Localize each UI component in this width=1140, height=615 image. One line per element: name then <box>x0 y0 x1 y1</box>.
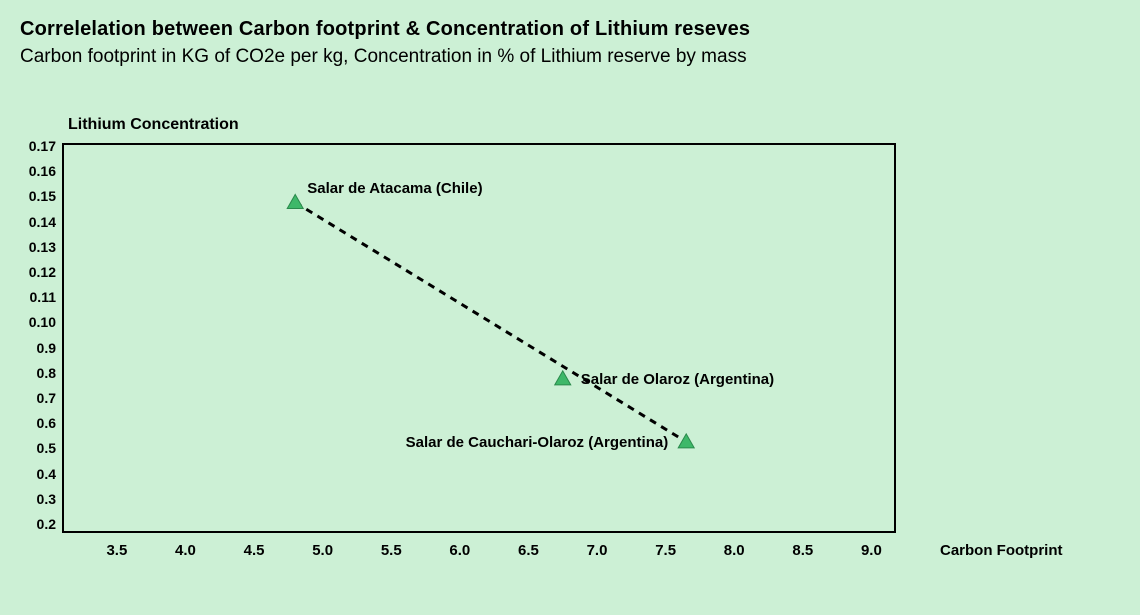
y-tick-label: 0.2 <box>12 516 56 532</box>
y-axis-title: Lithium Concentration <box>68 116 239 134</box>
x-axis-title: Carbon Footprint <box>940 542 1062 559</box>
y-tick-label: 0.10 <box>12 314 56 330</box>
x-tick-label: 5.5 <box>371 542 411 559</box>
data-point-label: Salar de Olaroz (Argentina) <box>581 371 774 388</box>
x-tick-label: 8.5 <box>783 542 823 559</box>
y-tick-label: 0.17 <box>12 138 56 154</box>
y-tick-label: 0.15 <box>12 188 56 204</box>
x-tick-label: 5.0 <box>303 542 343 559</box>
x-tick-label: 9.0 <box>851 542 891 559</box>
x-tick-label: 6.5 <box>508 542 548 559</box>
x-tick-label: 7.5 <box>646 542 686 559</box>
y-tick-label: 0.9 <box>12 340 56 356</box>
data-point-marker <box>555 371 571 385</box>
chart-title: Correlelation between Carbon footprint &… <box>20 18 750 41</box>
x-tick-label: 3.5 <box>97 542 137 559</box>
y-tick-label: 0.6 <box>12 415 56 431</box>
y-tick-label: 0.13 <box>12 239 56 255</box>
y-tick-label: 0.3 <box>12 491 56 507</box>
chart-subtitle: Carbon footprint in KG of CO2e per kg, C… <box>20 46 747 68</box>
trend-line <box>295 202 686 441</box>
x-tick-label: 7.0 <box>577 542 617 559</box>
data-point-label: Salar de Atacama (Chile) <box>307 180 482 197</box>
chart-svg-layer <box>62 143 892 529</box>
y-tick-label: 0.16 <box>12 163 56 179</box>
y-tick-label: 0.11 <box>12 289 56 305</box>
x-tick-label: 4.0 <box>165 542 205 559</box>
y-tick-label: 0.4 <box>12 466 56 482</box>
data-point-label: Salar de Cauchari-Olaroz (Argentina) <box>0 434 668 451</box>
x-tick-label: 8.0 <box>714 542 754 559</box>
y-tick-label: 0.7 <box>12 390 56 406</box>
x-tick-label: 6.0 <box>440 542 480 559</box>
data-point-marker <box>678 434 694 448</box>
data-point-marker <box>287 194 303 208</box>
x-tick-label: 4.5 <box>234 542 274 559</box>
y-tick-label: 0.12 <box>12 264 56 280</box>
y-tick-label: 0.14 <box>12 214 56 230</box>
y-tick-label: 0.8 <box>12 365 56 381</box>
